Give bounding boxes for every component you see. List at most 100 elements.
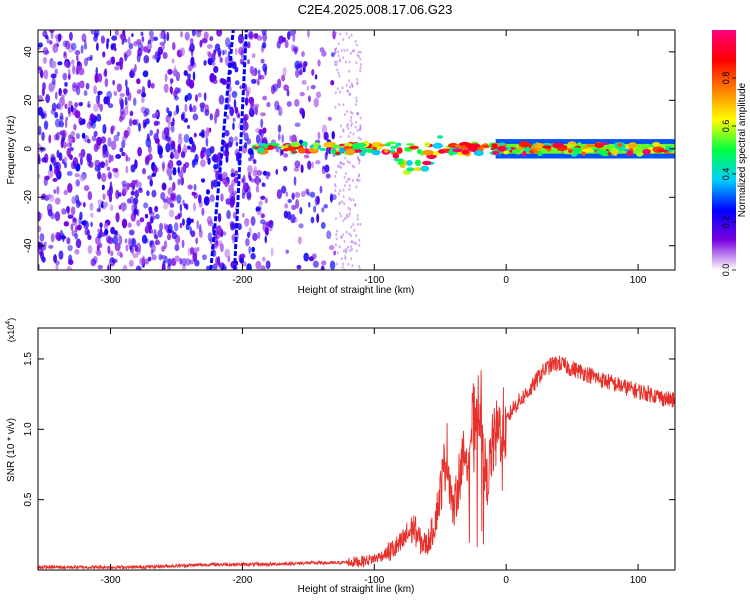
signal-blob: [339, 143, 345, 147]
noise-speck: [79, 156, 83, 166]
noise-speck: [143, 110, 148, 118]
noise-speck: [355, 120, 358, 124]
noise-speck: [70, 131, 76, 137]
noise-speck: [180, 31, 183, 38]
noise-speck: [339, 59, 342, 63]
noise-speck: [63, 141, 67, 149]
noise-speck: [72, 64, 76, 75]
noise-speck: [47, 168, 54, 179]
noise-speck: [345, 249, 348, 253]
noise-speck: [359, 222, 362, 226]
noise-speck: [307, 160, 312, 170]
noise-speck: [358, 179, 361, 183]
noise-speck: [116, 83, 122, 93]
noise-speck: [354, 203, 357, 207]
noise-speck: [148, 211, 155, 216]
signal-blob: [518, 146, 523, 150]
noise-speck: [281, 134, 285, 144]
noise-speck: [64, 103, 68, 110]
noise-speck: [180, 151, 186, 159]
noise-speck: [338, 103, 341, 107]
noise-speck: [334, 47, 337, 51]
noise-speck: [59, 112, 64, 120]
noise-speck: [342, 38, 345, 42]
signal-blob: [582, 148, 594, 153]
noise-speck: [285, 191, 289, 197]
noise-speck: [183, 133, 190, 143]
noise-speck: [141, 36, 145, 43]
noise-speck: [125, 154, 128, 162]
noise-speck: [71, 42, 77, 51]
signal-blob: [465, 143, 476, 148]
noise-speck: [149, 35, 155, 42]
noise-speck: [356, 178, 359, 182]
noise-speck: [355, 96, 358, 100]
noise-speck: [283, 84, 290, 91]
signal-blob: [635, 150, 644, 157]
noise-speck: [121, 218, 128, 229]
noise-speck: [154, 54, 160, 60]
noise-speck: [123, 38, 128, 43]
noise-speck: [45, 94, 50, 104]
noise-speck: [225, 143, 229, 153]
noise-speck: [135, 118, 139, 127]
noise-speck: [294, 98, 300, 107]
noise-speck: [42, 56, 47, 65]
noise-speck: [200, 178, 206, 183]
signal-blob: [455, 144, 461, 148]
noise-speck: [342, 219, 345, 223]
noise-speck: [163, 33, 167, 44]
noise-speck: [256, 169, 263, 176]
noise-speck: [359, 137, 362, 141]
noise-speck: [76, 54, 79, 62]
noise-speck: [287, 30, 291, 40]
noise-speck: [150, 228, 154, 234]
noise-speck: [67, 108, 72, 118]
noise-speck: [85, 82, 90, 90]
noise-speck: [195, 94, 198, 103]
noise-speck: [195, 30, 202, 38]
noise-speck: [345, 215, 348, 219]
noise-speck: [99, 161, 106, 169]
noise-speck: [323, 131, 329, 141]
noise-speck: [136, 78, 141, 85]
noise-speck: [234, 106, 239, 114]
noise-speck: [112, 79, 115, 86]
noise-speck: [115, 61, 121, 66]
noise-speck: [154, 110, 158, 119]
noise-speck: [295, 68, 300, 78]
signal-blob: [406, 143, 415, 146]
noise-speck: [358, 267, 361, 270]
signal-blob: [626, 150, 633, 157]
noise-speck: [161, 182, 167, 191]
noise-speck: [179, 47, 186, 57]
noise-speck: [346, 89, 349, 93]
noise-speck: [348, 184, 351, 188]
noise-speck: [51, 102, 57, 112]
noise-speck: [329, 260, 336, 270]
noise-speck: [303, 252, 309, 262]
noise-speck: [211, 61, 216, 66]
noise-speck: [101, 184, 105, 191]
noise-speck: [199, 40, 203, 48]
noise-speck: [354, 102, 357, 106]
signal-blob: [584, 144, 597, 148]
noise-speck: [257, 73, 262, 80]
signal-blob: [607, 152, 612, 155]
noise-speck: [38, 225, 42, 233]
noise-speck: [244, 97, 249, 106]
noise-speck: [224, 248, 231, 259]
noise-speck: [42, 82, 46, 91]
signal-blob: [392, 153, 400, 159]
noise-speck: [348, 212, 351, 216]
noise-speck: [348, 161, 351, 165]
noise-speck: [63, 189, 69, 196]
noise-speck: [55, 131, 60, 141]
noise-speck: [183, 70, 188, 76]
noise-speck: [61, 207, 66, 215]
noise-speck: [136, 52, 141, 63]
noise-speck: [335, 237, 338, 241]
x-tick-label: 100: [630, 575, 647, 586]
signal-blob: [652, 141, 661, 147]
noise-speck: [201, 146, 207, 153]
